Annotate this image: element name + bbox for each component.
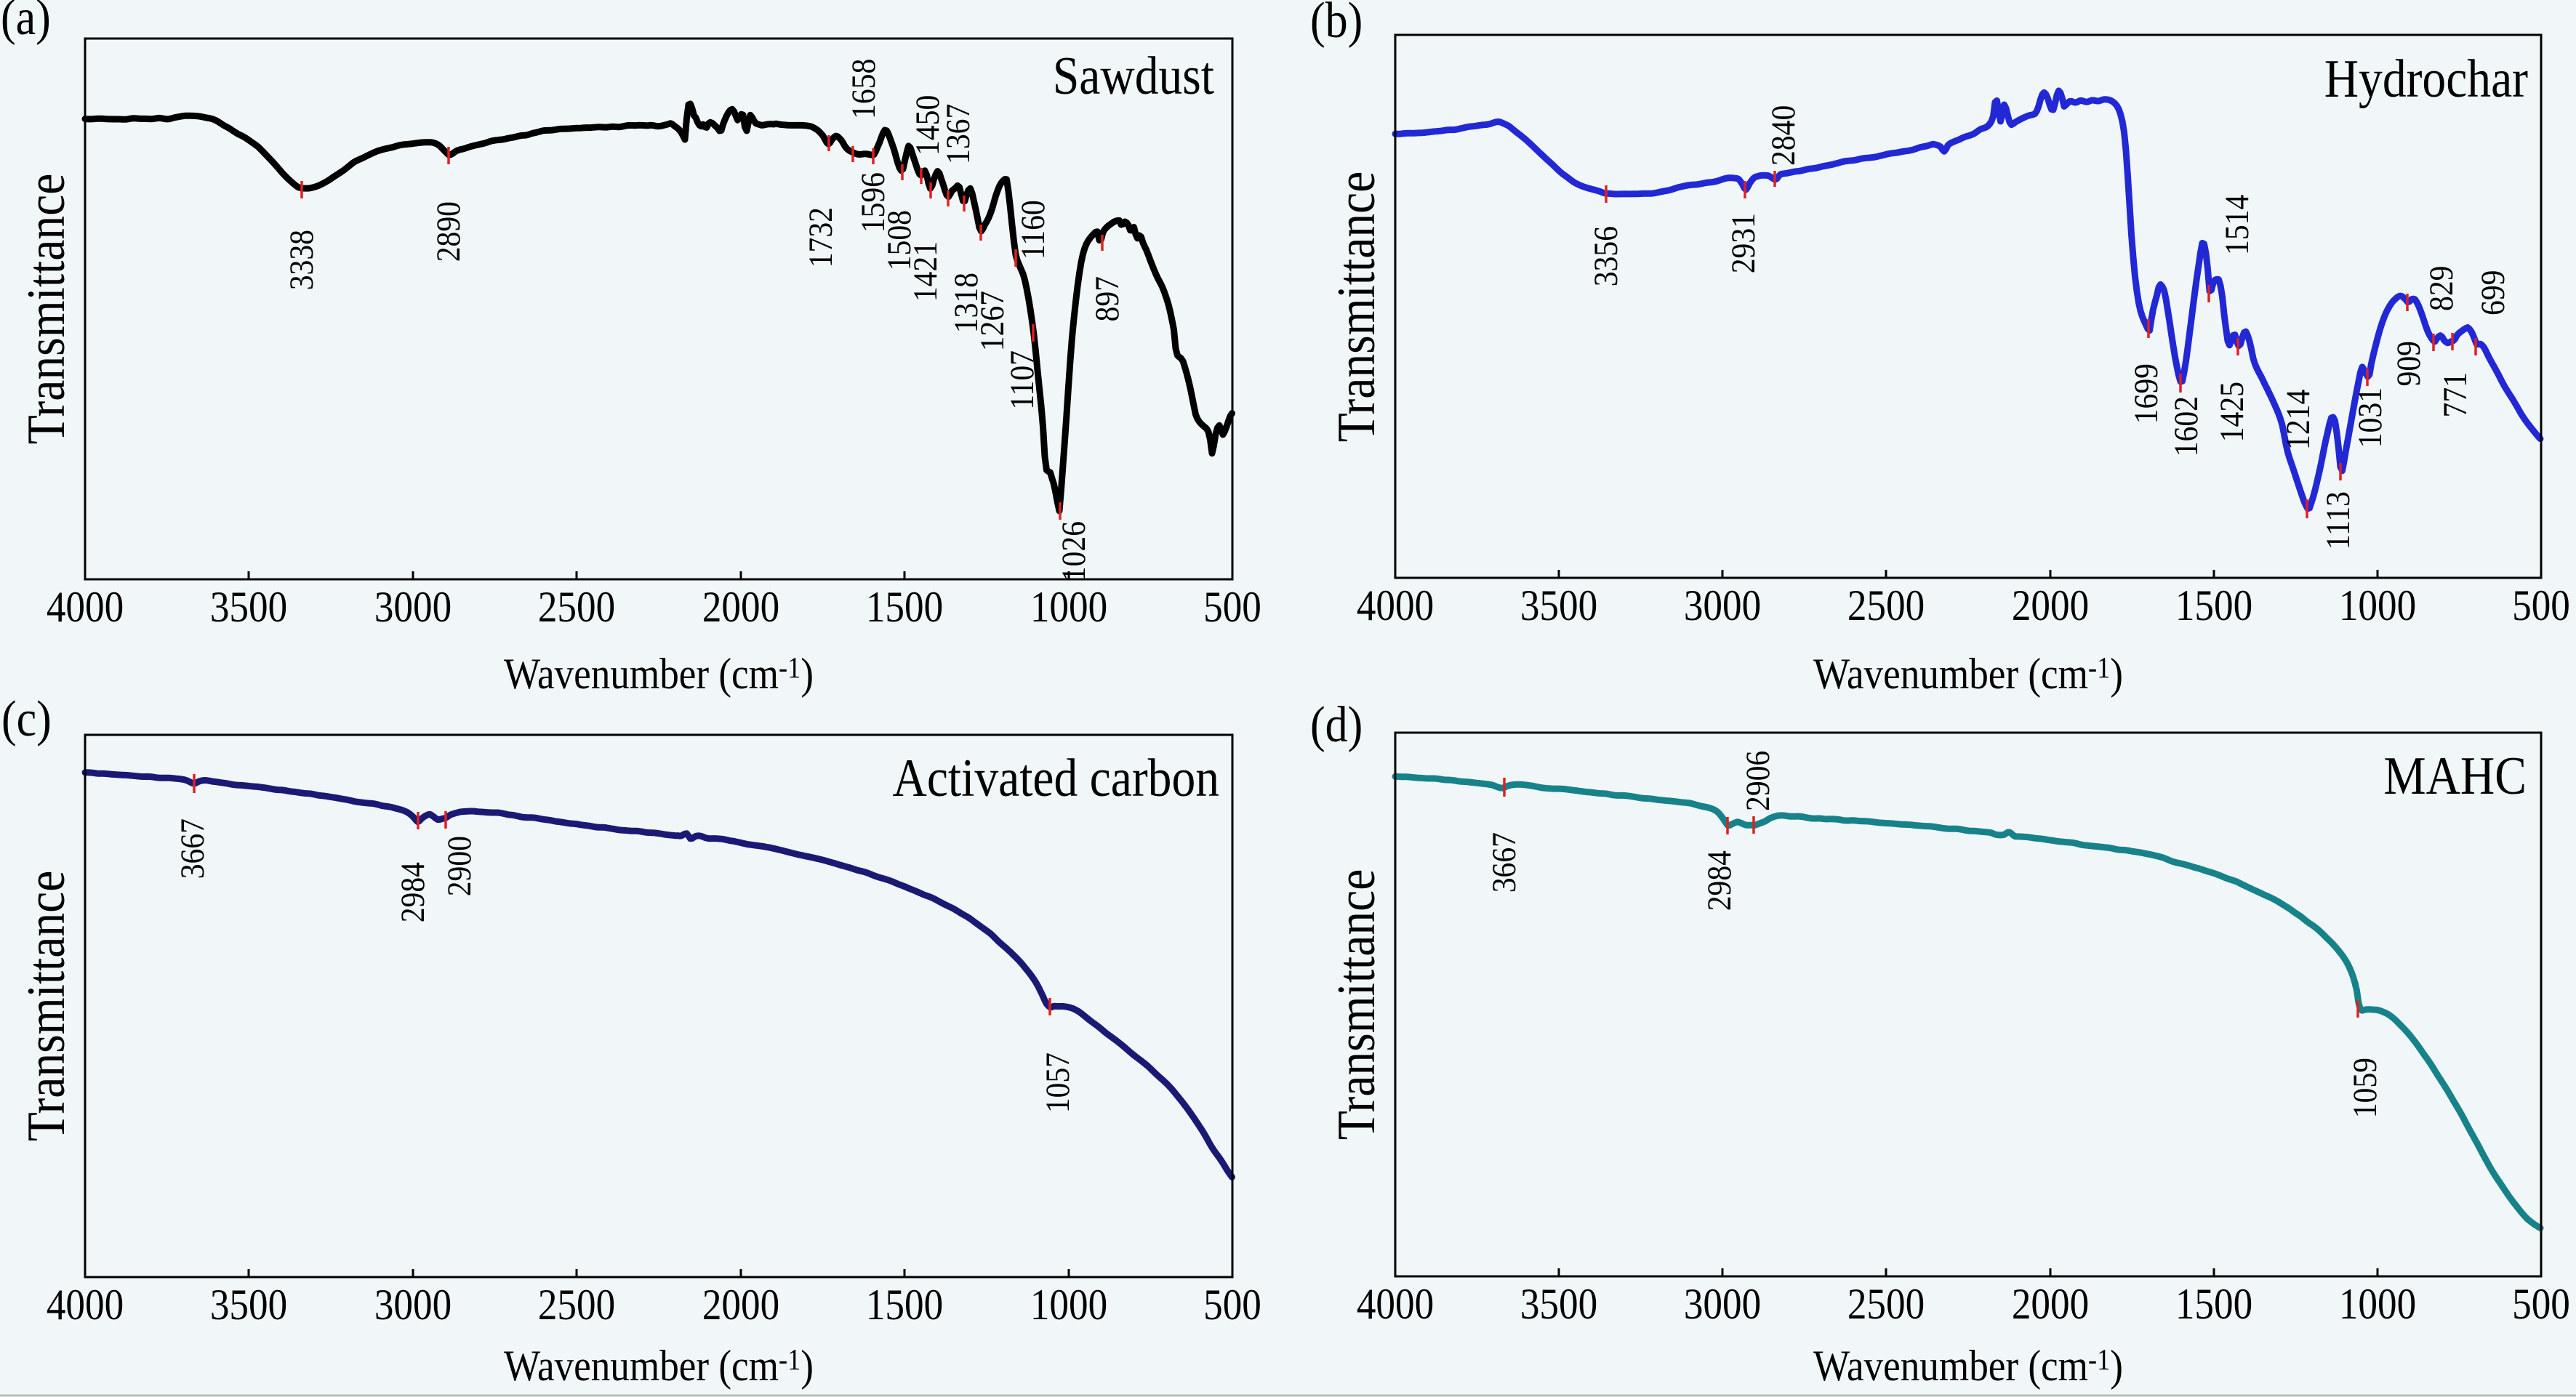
svg-text:2931: 2931 bbox=[1724, 213, 1762, 273]
svg-text:897: 897 bbox=[1088, 276, 1126, 321]
svg-text:(c): (c) bbox=[1, 691, 52, 747]
svg-text:(a): (a) bbox=[1, 0, 51, 46]
svg-text:4000: 4000 bbox=[47, 583, 124, 632]
svg-text:3500: 3500 bbox=[1520, 1280, 1597, 1329]
svg-text:Transmittance: Transmittance bbox=[17, 871, 76, 1142]
svg-text:(b): (b) bbox=[1310, 0, 1363, 49]
svg-text:1267: 1267 bbox=[973, 291, 1011, 351]
svg-text:4000: 4000 bbox=[1357, 1280, 1434, 1329]
svg-text:2890: 2890 bbox=[429, 201, 468, 262]
svg-text:500: 500 bbox=[2512, 1280, 2570, 1329]
svg-text:2500: 2500 bbox=[538, 583, 615, 632]
svg-text:1160: 1160 bbox=[1014, 200, 1052, 259]
svg-text:1450: 1450 bbox=[908, 95, 947, 156]
svg-text:1699: 1699 bbox=[2127, 363, 2165, 424]
svg-text:500: 500 bbox=[2512, 581, 2570, 630]
svg-text:3000: 3000 bbox=[1684, 1280, 1761, 1329]
svg-text:3500: 3500 bbox=[210, 583, 287, 632]
svg-text:1000: 1000 bbox=[2339, 1280, 2416, 1329]
svg-text:1057: 1057 bbox=[1038, 1052, 1077, 1113]
svg-text:829: 829 bbox=[2422, 266, 2460, 311]
svg-text:1031: 1031 bbox=[2351, 387, 2389, 448]
svg-text:2000: 2000 bbox=[2012, 581, 2089, 630]
svg-text:1508: 1508 bbox=[880, 210, 918, 270]
svg-text:3500: 3500 bbox=[210, 1281, 287, 1329]
svg-text:1059: 1059 bbox=[2346, 1058, 2384, 1118]
svg-text:2000: 2000 bbox=[2012, 1280, 2089, 1329]
svg-text:1318: 1318 bbox=[947, 273, 985, 333]
svg-text:Transmittance: Transmittance bbox=[1327, 172, 1387, 443]
svg-text:3000: 3000 bbox=[374, 583, 452, 632]
svg-text:2984: 2984 bbox=[1700, 850, 1738, 911]
svg-text:1425: 1425 bbox=[2212, 382, 2251, 442]
svg-text:Hydrochar: Hydrochar bbox=[2324, 49, 2528, 109]
svg-text:(d): (d) bbox=[1310, 697, 1363, 753]
svg-text:500: 500 bbox=[1203, 1281, 1261, 1329]
svg-text:1421: 1421 bbox=[906, 241, 944, 302]
svg-text:Activated carbon: Activated carbon bbox=[892, 749, 1219, 808]
svg-text:699: 699 bbox=[2473, 270, 2512, 315]
svg-text:1000: 1000 bbox=[2339, 581, 2416, 630]
svg-text:1658: 1658 bbox=[844, 59, 883, 119]
svg-text:Wavenumber (cm-1): Wavenumber (cm-1) bbox=[504, 1342, 814, 1390]
svg-text:500: 500 bbox=[1203, 583, 1261, 632]
svg-text:MAHC: MAHC bbox=[2383, 746, 2527, 806]
svg-text:4000: 4000 bbox=[1357, 581, 1434, 630]
svg-text:2000: 2000 bbox=[702, 1281, 779, 1329]
svg-text:1732: 1732 bbox=[801, 207, 840, 267]
svg-text:1367: 1367 bbox=[939, 104, 977, 164]
svg-text:1107: 1107 bbox=[1003, 350, 1041, 410]
svg-text:3338: 3338 bbox=[282, 230, 321, 290]
svg-text:3667: 3667 bbox=[1485, 832, 1523, 893]
svg-text:1026: 1026 bbox=[1054, 521, 1093, 581]
svg-text:1000: 1000 bbox=[1030, 1281, 1107, 1329]
svg-text:2000: 2000 bbox=[702, 583, 779, 632]
svg-text:Transmittance: Transmittance bbox=[17, 174, 76, 445]
svg-text:2500: 2500 bbox=[1847, 581, 1925, 630]
svg-text:4000: 4000 bbox=[47, 1281, 124, 1329]
svg-text:1500: 1500 bbox=[866, 1281, 943, 1329]
svg-text:Wavenumber (cm-1): Wavenumber (cm-1) bbox=[504, 650, 814, 698]
svg-text:Wavenumber (cm-1): Wavenumber (cm-1) bbox=[1813, 650, 2123, 698]
svg-text:1500: 1500 bbox=[866, 583, 943, 632]
svg-text:909: 909 bbox=[2389, 341, 2428, 386]
svg-text:2500: 2500 bbox=[538, 1281, 615, 1329]
svg-text:1500: 1500 bbox=[2175, 1280, 2252, 1329]
svg-text:1000: 1000 bbox=[1030, 583, 1107, 632]
svg-text:2500: 2500 bbox=[1847, 1280, 1925, 1329]
svg-text:1602: 1602 bbox=[2167, 396, 2205, 456]
svg-text:3500: 3500 bbox=[1520, 581, 1597, 630]
svg-text:771: 771 bbox=[2436, 372, 2474, 417]
svg-text:2906: 2906 bbox=[1738, 751, 1777, 811]
svg-text:2984: 2984 bbox=[393, 862, 432, 922]
svg-text:1113: 1113 bbox=[2319, 491, 2357, 549]
svg-text:Wavenumber (cm-1): Wavenumber (cm-1) bbox=[1813, 1342, 2123, 1390]
svg-text:3667: 3667 bbox=[173, 818, 212, 879]
svg-text:2900: 2900 bbox=[440, 836, 478, 896]
svg-text:1596: 1596 bbox=[854, 172, 892, 233]
svg-text:3000: 3000 bbox=[374, 1281, 452, 1329]
svg-text:Transmittance: Transmittance bbox=[1327, 869, 1387, 1140]
svg-text:1500: 1500 bbox=[2175, 581, 2252, 630]
svg-text:Sawdust: Sawdust bbox=[1053, 47, 1215, 106]
svg-text:1214: 1214 bbox=[2279, 390, 2317, 450]
svg-text:3000: 3000 bbox=[1684, 581, 1761, 630]
svg-text:3356: 3356 bbox=[1586, 226, 1625, 286]
svg-text:2840: 2840 bbox=[1764, 105, 1802, 166]
svg-text:1514: 1514 bbox=[2218, 195, 2256, 255]
